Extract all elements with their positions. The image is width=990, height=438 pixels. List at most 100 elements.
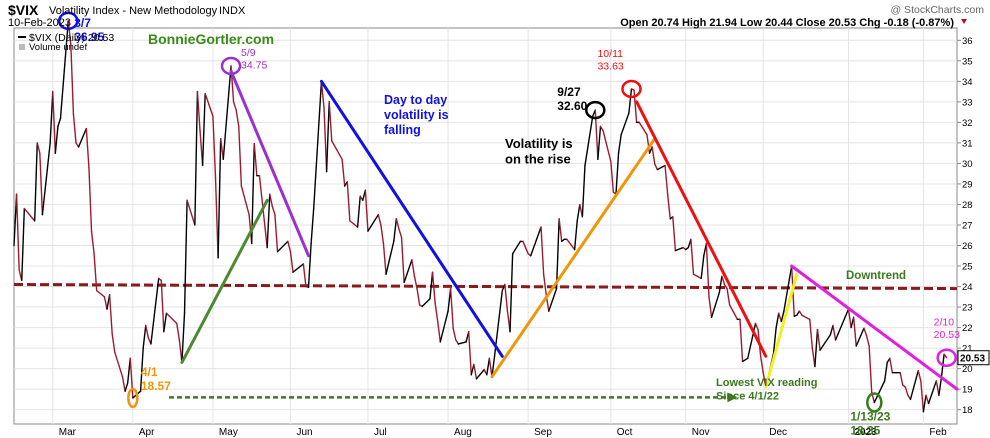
annotation-label: 3/7 <box>74 16 91 30</box>
price-segment <box>238 125 243 187</box>
price-segment <box>142 324 147 349</box>
price-segment <box>54 125 59 154</box>
price-segment <box>475 368 485 380</box>
annotation-circle <box>936 348 957 367</box>
price-segment <box>253 143 258 177</box>
trendline <box>635 100 768 358</box>
price-segment <box>692 273 702 280</box>
price-segment <box>772 326 777 354</box>
y-tick-label: 32 <box>962 118 973 129</box>
price-segment <box>834 333 839 341</box>
price-segment <box>548 287 558 312</box>
price-segment <box>651 146 656 165</box>
price-segment <box>39 152 44 216</box>
annotation-label: 32.60 <box>557 99 587 113</box>
price-segment <box>540 226 545 275</box>
price-segment <box>708 296 713 319</box>
price-segment <box>511 240 522 255</box>
price-segment <box>328 101 333 142</box>
price-segment <box>868 345 873 394</box>
price-segment <box>935 380 940 396</box>
price-segment <box>754 322 759 331</box>
note-text: Since 4/1/22 <box>716 391 779 403</box>
y-tick-label: 18 <box>962 405 973 416</box>
y-tick-label: 33 <box>962 97 973 108</box>
legend-volume-label: Volume undef <box>29 42 87 53</box>
price-segment <box>542 273 547 296</box>
support-line <box>13 282 958 291</box>
price-segment <box>124 382 129 392</box>
price-segment <box>398 228 403 238</box>
annotation-label: 18.57 <box>141 379 171 393</box>
price-segment <box>780 310 785 323</box>
price-segment <box>555 218 560 290</box>
price-segment <box>204 92 214 117</box>
y-tick-label: 19 <box>962 385 973 396</box>
y-tick-label: 29 <box>962 179 973 190</box>
price-segment <box>710 291 721 319</box>
price-segment <box>917 369 922 382</box>
note-text: Volatility is <box>505 136 573 151</box>
price-segment <box>163 312 168 333</box>
price-segment <box>904 386 909 396</box>
price-segment <box>620 112 630 136</box>
y-tick-label: 35 <box>962 56 973 67</box>
price-segment <box>778 312 783 323</box>
price-segment <box>331 140 343 161</box>
note-text: Downtrend <box>846 270 906 282</box>
price-segment <box>925 394 930 405</box>
y-tick-label: 20 <box>962 364 973 375</box>
price-segment <box>274 214 279 253</box>
price-segment <box>439 310 449 343</box>
price-segment <box>400 236 405 284</box>
price-segment <box>599 125 604 132</box>
price-segment <box>111 333 116 353</box>
price-segment <box>312 80 323 210</box>
price-segment <box>638 121 648 136</box>
price-segment <box>88 166 93 232</box>
price-segment <box>421 298 431 308</box>
price-segment <box>325 101 330 173</box>
date-label: 10-Feb-2023 <box>8 17 71 29</box>
price-segment <box>654 163 659 171</box>
price-segment <box>473 363 478 380</box>
price-segment <box>222 65 232 161</box>
note-text: falling <box>384 123 421 137</box>
exchange-label: INDX <box>219 5 246 17</box>
annotation-circle <box>220 56 242 76</box>
trendline <box>229 69 311 258</box>
price-segment <box>108 294 113 335</box>
price-segment <box>346 181 351 222</box>
price-segment <box>721 275 726 286</box>
price-segment <box>59 20 69 119</box>
price-segment <box>271 205 276 216</box>
price-segment <box>72 113 77 144</box>
trendline <box>764 272 799 389</box>
note-text: Day to day <box>384 93 447 107</box>
price-segment <box>437 320 441 343</box>
annotation-label: 34.75 <box>241 59 267 71</box>
price-segment <box>504 283 509 312</box>
price-segment <box>70 43 75 115</box>
price-segment <box>385 240 395 275</box>
last-value-label: 20.53 <box>960 354 985 365</box>
price-segment <box>798 310 803 316</box>
price-segment <box>382 242 387 275</box>
price-segment <box>103 296 108 310</box>
trendline <box>790 264 959 391</box>
y-tick-label: 31 <box>962 138 973 149</box>
price-segment <box>700 255 705 280</box>
last-value-tag <box>957 350 990 366</box>
price-segment <box>581 164 586 218</box>
price-segment <box>847 308 852 329</box>
stockcharts-watermark: @ StockCharts.com <box>890 4 984 16</box>
ohlc-readout: Open 20.74 High 21.94 Low 20.44 Close 20… <box>620 17 954 29</box>
price-segment <box>269 193 274 208</box>
price-segment <box>320 80 325 109</box>
price-segment <box>201 92 206 167</box>
price-segment <box>664 164 669 195</box>
price-segment <box>530 226 542 257</box>
price-segment <box>13 193 18 247</box>
price-segment <box>15 193 20 271</box>
price-segment <box>160 279 165 333</box>
